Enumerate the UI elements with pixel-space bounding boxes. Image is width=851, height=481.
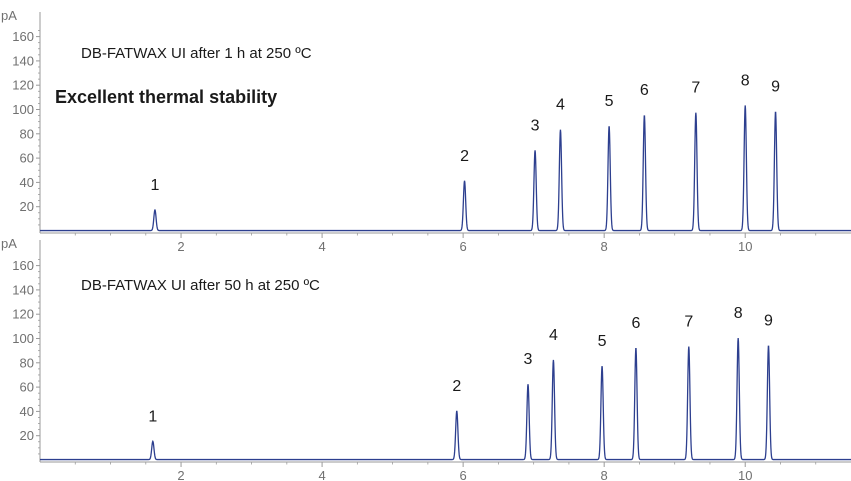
peak-label-1: 1 [150, 177, 159, 194]
peak-label-2: 2 [452, 378, 461, 395]
peak-labels-50h: 1 2 34 5 6 7 8 9 [148, 305, 773, 425]
chart-title-1h: DB-FATWAX UI after 1 h at 250 ºC [81, 45, 312, 62]
peak-label-9: 9 [771, 79, 780, 96]
x-tick-label: 8 [601, 239, 608, 254]
peak-label-5: 5 [598, 333, 607, 350]
y-tick-label: 160 [12, 29, 34, 44]
peak-label-8: 8 [741, 72, 750, 89]
y-tick-label: 80 [20, 126, 34, 141]
y-tick-label: 140 [12, 53, 34, 68]
x-tick-label: 10 [738, 468, 752, 481]
peak-label-3: 3 [531, 117, 540, 134]
x-axis-ticks: 2 4 6 8 10 [74, 462, 817, 481]
trace-line-50h [40, 338, 851, 461]
peak-label-1: 1 [148, 408, 157, 425]
chromatogram-panel-1h: 20 40 60 80 100 120 140 160 2 4 6 8 10 pA DB-FATWAX… [1, 8, 851, 254]
peak-labels-1h: 1 2 34 5 6 7 8 9 [150, 72, 780, 193]
x-tick-label: 2 [177, 239, 184, 254]
x-tick-label: 10 [738, 239, 752, 254]
y-tick-label: 100 [12, 102, 34, 117]
y-tick-label: 40 [20, 404, 34, 419]
y-tick-label: 160 [12, 258, 34, 273]
peak-label-4: 4 [556, 97, 565, 114]
peak-label-7: 7 [684, 314, 693, 331]
y-tick-label: 60 [20, 151, 34, 166]
y-axis-ticks: 20 40 60 80 100 120 140 160 [12, 258, 40, 455]
y-axis-unit-label: pA [1, 8, 17, 23]
x-tick-label: 2 [177, 468, 184, 481]
peak-label-9: 9 [764, 312, 773, 329]
y-tick-label: 40 [20, 175, 34, 190]
headline-text: Excellent thermal stability [55, 87, 277, 107]
x-tick-label: 4 [318, 468, 325, 481]
peak-label-4: 4 [549, 327, 558, 344]
y-tick-label: 140 [12, 282, 34, 297]
peak-label-2: 2 [460, 148, 469, 165]
y-tick-label: 20 [20, 428, 34, 443]
peak-label-5: 5 [605, 93, 614, 110]
peak-label-6: 6 [640, 82, 649, 99]
x-tick-label: 6 [460, 239, 467, 254]
x-tick-label: 6 [460, 468, 467, 481]
y-tick-label: 120 [12, 307, 34, 322]
y-tick-label: 80 [20, 355, 34, 370]
peak-label-8: 8 [734, 305, 743, 322]
x-tick-label: 8 [601, 468, 608, 481]
x-tick-label: 4 [318, 239, 325, 254]
y-tick-label: 120 [12, 78, 34, 93]
y-axis-unit-label: pA [1, 236, 17, 251]
x-axis-ticks: 2 4 6 8 10 [74, 233, 817, 254]
y-tick-label: 20 [20, 199, 34, 214]
peak-label-7: 7 [691, 80, 700, 97]
peak-label-6: 6 [631, 315, 640, 332]
chromatogram-panel-50h: 20 40 60 80 100 120 140 160 2 4 6 8 10 pA DB-FATWAX… [1, 236, 851, 481]
y-tick-label: 100 [12, 331, 34, 346]
y-axis-ticks: 20 40 60 80 100 120 140 160 [12, 29, 40, 226]
peak-label-3: 3 [524, 351, 533, 368]
y-tick-label: 60 [20, 380, 34, 395]
chart-title-50h: DB-FATWAX UI after 50 h at 250 ºC [81, 277, 320, 294]
trace-line-1h [40, 105, 851, 232]
